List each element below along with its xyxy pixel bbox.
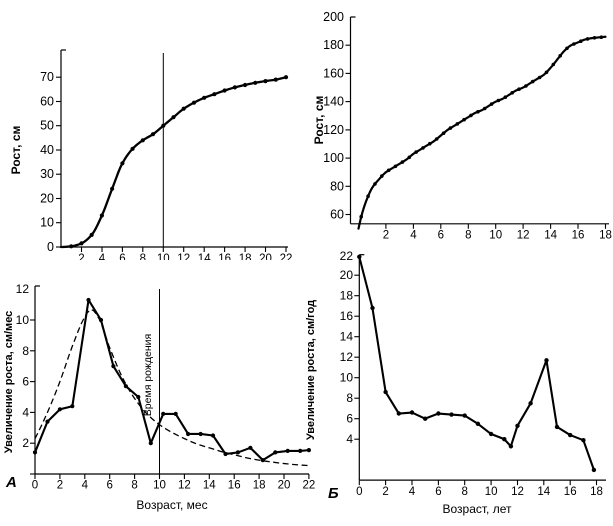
svg-text:4: 4	[346, 432, 353, 446]
svg-text:10: 10	[40, 216, 54, 230]
svg-text:4: 4	[22, 405, 29, 419]
svg-text:2: 2	[22, 436, 29, 450]
svg-text:18: 18	[599, 230, 612, 242]
svg-text:10: 10	[340, 371, 354, 385]
svg-text:0: 0	[32, 480, 38, 492]
svg-text:12: 12	[178, 480, 191, 492]
svg-text:16: 16	[340, 309, 354, 323]
svg-text:14: 14	[544, 230, 557, 242]
svg-text:8: 8	[22, 344, 29, 358]
svg-text:Б: Б	[328, 485, 339, 502]
svg-text:40: 40	[40, 143, 54, 157]
svg-text:10: 10	[153, 480, 166, 492]
svg-text:Увеличение роста, см/мес: Увеличение роста, см/мес	[3, 311, 15, 454]
svg-text:12: 12	[340, 350, 354, 364]
svg-text:Увеличение роста, см/год: Увеличение роста, см/год	[305, 300, 317, 440]
svg-text:80: 80	[330, 179, 344, 193]
svg-text:12: 12	[16, 282, 30, 296]
svg-text:8: 8	[465, 230, 471, 242]
svg-text:50: 50	[40, 119, 54, 133]
svg-text:8: 8	[131, 480, 137, 492]
svg-text:180: 180	[323, 38, 344, 52]
svg-text:6: 6	[346, 412, 353, 426]
svg-text:22: 22	[280, 253, 293, 260]
svg-text:2: 2	[383, 230, 389, 242]
svg-text:14: 14	[198, 253, 211, 260]
svg-text:10: 10	[485, 486, 498, 498]
svg-text:18: 18	[239, 253, 252, 260]
svg-text:20: 20	[40, 192, 54, 206]
svg-text:18: 18	[340, 289, 354, 303]
svg-text:Время рождения: Время рождения	[142, 334, 154, 416]
svg-text:2: 2	[78, 253, 84, 260]
svg-text:120: 120	[323, 123, 344, 137]
svg-text:160: 160	[323, 66, 344, 80]
svg-text:8: 8	[346, 391, 353, 405]
svg-text:14: 14	[537, 486, 550, 498]
svg-text:6: 6	[438, 230, 444, 242]
svg-text:6: 6	[435, 486, 441, 498]
svg-text:0: 0	[356, 486, 362, 498]
svg-text:200: 200	[323, 10, 344, 24]
svg-text:4: 4	[99, 253, 106, 260]
svg-text:22: 22	[340, 250, 354, 263]
svg-text:16: 16	[564, 486, 577, 498]
svg-text:6: 6	[106, 480, 112, 492]
svg-text:16: 16	[228, 480, 241, 492]
svg-text:60: 60	[40, 95, 54, 109]
svg-text:2: 2	[382, 486, 388, 498]
svg-text:А: А	[5, 474, 17, 491]
svg-text:6: 6	[22, 375, 29, 389]
svg-text:10: 10	[16, 313, 30, 327]
svg-text:12: 12	[517, 230, 530, 242]
svg-text:Возраст, мес: Возраст, мес	[136, 498, 207, 512]
svg-text:16: 16	[572, 230, 585, 242]
svg-text:20: 20	[259, 253, 272, 260]
svg-text:20: 20	[340, 268, 354, 282]
svg-text:100: 100	[323, 151, 344, 165]
svg-text:4: 4	[82, 480, 89, 492]
svg-text:10: 10	[489, 230, 502, 242]
svg-text:6: 6	[119, 253, 125, 260]
svg-text:14: 14	[203, 480, 216, 492]
svg-text:14: 14	[340, 330, 354, 344]
svg-text:30: 30	[40, 167, 54, 181]
svg-text:Рост, см: Рост, см	[9, 126, 23, 175]
svg-text:0: 0	[47, 240, 54, 254]
svg-text:4: 4	[410, 230, 417, 242]
svg-text:70: 70	[40, 70, 54, 84]
svg-text:140: 140	[323, 95, 344, 109]
svg-text:10: 10	[157, 253, 170, 260]
svg-text:60: 60	[330, 208, 344, 222]
svg-text:16: 16	[218, 253, 231, 260]
svg-text:20: 20	[278, 480, 291, 492]
svg-text:2: 2	[57, 480, 63, 492]
svg-text:18: 18	[253, 480, 266, 492]
svg-text:18: 18	[590, 486, 603, 498]
svg-text:Рост, см: Рост, см	[313, 96, 326, 145]
svg-text:12: 12	[177, 253, 190, 260]
svg-text:8: 8	[140, 253, 146, 260]
svg-text:Возраст, лет: Возраст, лет	[443, 502, 513, 516]
svg-text:8: 8	[461, 486, 467, 498]
svg-text:4: 4	[409, 486, 416, 498]
svg-text:12: 12	[511, 486, 524, 498]
